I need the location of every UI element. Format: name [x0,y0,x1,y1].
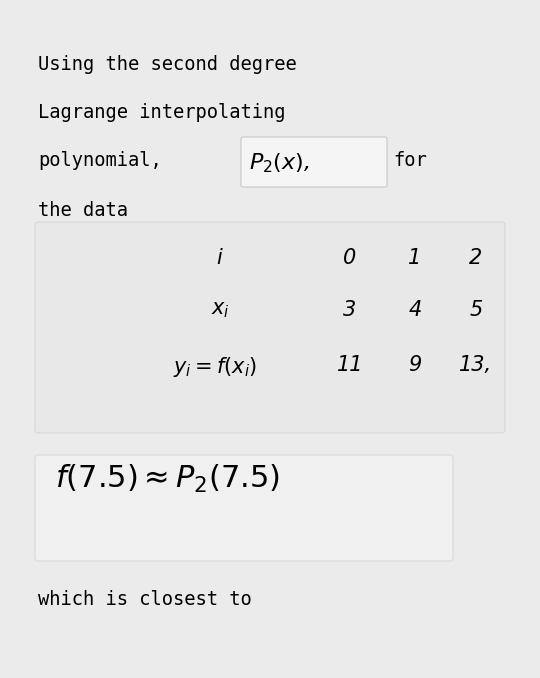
Text: Lagrange interpolating: Lagrange interpolating [38,103,286,122]
Text: $f(7.5) \approx P_2(7.5)$: $f(7.5) \approx P_2(7.5)$ [55,463,280,495]
Text: $P_2(x)$,: $P_2(x)$, [249,151,310,175]
FancyBboxPatch shape [241,137,387,187]
Text: $i$: $i$ [216,248,224,268]
Text: 13,: 13, [460,355,492,375]
Text: 2: 2 [469,248,483,268]
Text: 1: 1 [408,248,422,268]
Text: 0: 0 [343,248,356,268]
FancyBboxPatch shape [35,455,453,561]
Text: 4: 4 [408,300,422,320]
Text: 11: 11 [337,355,363,375]
Text: $y_i = f(x_i)$: $y_i = f(x_i)$ [173,355,257,379]
Text: 5: 5 [469,300,483,320]
Text: Using the second degree: Using the second degree [38,55,297,74]
Text: $x_i$: $x_i$ [211,300,229,320]
Text: for: for [393,151,427,170]
Text: 3: 3 [343,300,356,320]
Text: which is closest to: which is closest to [38,590,252,609]
FancyBboxPatch shape [35,222,505,433]
Text: polynomial,: polynomial, [38,151,162,170]
Text: the data: the data [38,201,128,220]
Text: 9: 9 [408,355,422,375]
